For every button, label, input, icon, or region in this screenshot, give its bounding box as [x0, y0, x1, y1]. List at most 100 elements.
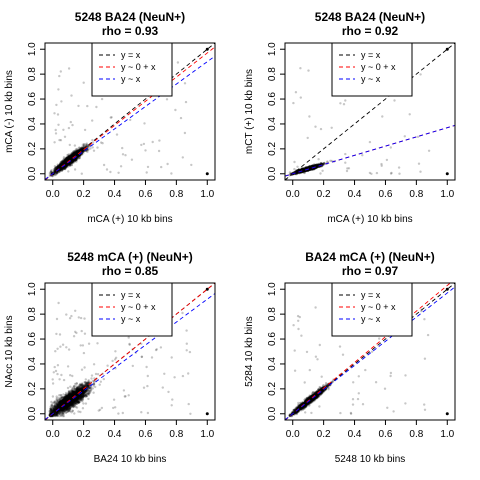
data-point: [53, 169, 56, 173]
data-point: [70, 158, 74, 161]
data-point: [69, 155, 72, 158]
data-point: [70, 152, 73, 156]
data-point: [68, 155, 71, 158]
data-point: [71, 153, 75, 156]
data-point: [70, 158, 73, 161]
data-point: [76, 150, 80, 153]
chart-title: 5248 BA24 (NeuN+): [75, 10, 185, 24]
data-point: [70, 158, 74, 162]
data-point: [69, 120, 73, 124]
data-point: [65, 159, 69, 162]
data-point: [71, 159, 74, 162]
data-point: [63, 160, 66, 163]
data-point: [67, 158, 70, 161]
data-point: [63, 162, 67, 165]
data-point: [68, 156, 71, 159]
data-point: [72, 159, 76, 162]
data-point: [64, 165, 67, 168]
data-point: [69, 156, 72, 159]
y-tick-label: 1.0: [27, 42, 38, 56]
data-point: [68, 158, 72, 161]
data-point: [70, 157, 73, 160]
data-point: [63, 162, 66, 165]
data-point: [70, 158, 74, 161]
data-point: [60, 163, 64, 166]
data-point: [63, 167, 66, 170]
data-point: [63, 162, 67, 165]
data-point: [63, 135, 67, 138]
data-point: [70, 160, 73, 164]
data-point: [72, 153, 76, 157]
data-point: [48, 171, 52, 175]
data-point: [70, 157, 73, 161]
data-point: [71, 160, 75, 163]
data-point: [78, 154, 81, 157]
data-point: [70, 155, 73, 158]
data-point: [65, 158, 69, 162]
data-point: [78, 157, 81, 160]
data-point: [58, 164, 61, 168]
data-point: [68, 155, 72, 159]
data-point: [78, 154, 81, 157]
data-point: [69, 155, 73, 159]
data-point: [445, 172, 449, 176]
data-point: [76, 153, 79, 157]
data-point: [74, 149, 77, 153]
y-tick-label: 1.0: [267, 42, 278, 56]
data-point: [63, 160, 67, 164]
data-point: [64, 160, 68, 163]
data-point: [75, 152, 78, 155]
data-point: [68, 158, 71, 161]
data-point: [67, 157, 70, 160]
data-point: [321, 169, 324, 172]
data-point: [69, 157, 72, 160]
y-tick-label: 0.6: [267, 92, 278, 106]
data-point: [66, 158, 69, 161]
data-point: [80, 148, 83, 151]
data-point: [65, 158, 69, 162]
data-point: [59, 165, 62, 168]
data-point: [62, 162, 66, 165]
data-point: [51, 378, 54, 381]
data-point: [70, 154, 73, 158]
data-point: [385, 158, 389, 162]
data-point: [96, 146, 99, 149]
data-point: [65, 163, 68, 166]
data-point: [74, 151, 78, 154]
data-point: [76, 154, 79, 157]
data-point: [64, 160, 67, 163]
data-point: [329, 159, 332, 162]
data-point: [61, 161, 64, 164]
data-point: [64, 163, 68, 166]
data-point: [70, 155, 73, 158]
data-point: [71, 161, 74, 164]
data-point: [69, 155, 72, 158]
data-point: [66, 159, 69, 162]
data-point: [64, 163, 68, 167]
data-point: [66, 162, 69, 166]
data-point: [75, 153, 78, 156]
data-point: [58, 165, 61, 169]
data-point: [56, 165, 59, 168]
data-point: [70, 154, 74, 158]
data-point: [205, 172, 209, 176]
data-point: [65, 161, 68, 164]
data-point: [71, 159, 75, 162]
data-point: [61, 168, 64, 171]
data-point: [80, 148, 83, 151]
data-point: [65, 162, 68, 165]
data-point: [64, 163, 68, 167]
data-point: [75, 149, 79, 152]
data-point: [66, 163, 69, 167]
data-point: [101, 142, 104, 145]
data-point: [61, 168, 64, 172]
data-point: [50, 169, 53, 172]
data-point: [91, 146, 94, 149]
data-point: [64, 165, 67, 168]
data-point: [71, 158, 74, 161]
data-point: [330, 126, 333, 129]
data-point: [64, 162, 68, 165]
data-point: [62, 161, 65, 164]
data-point: [69, 153, 73, 156]
data-point: [342, 103, 346, 106]
